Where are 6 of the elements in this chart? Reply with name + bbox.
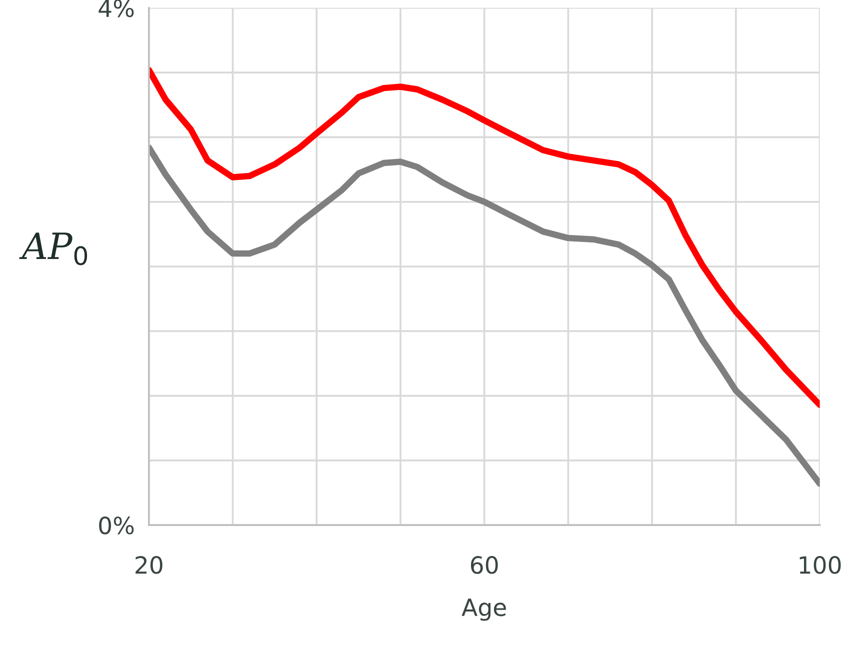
x-tick-label: 20 [136, 556, 162, 574]
x-axis-title: Age [462, 598, 506, 621]
y-axis-title: AP$_{0}$ [19, 232, 88, 266]
x-tick-label: 60 [470, 556, 498, 574]
x-tick-label: 100 [800, 556, 841, 574]
y-tick-label: 0% [99, 516, 134, 534]
